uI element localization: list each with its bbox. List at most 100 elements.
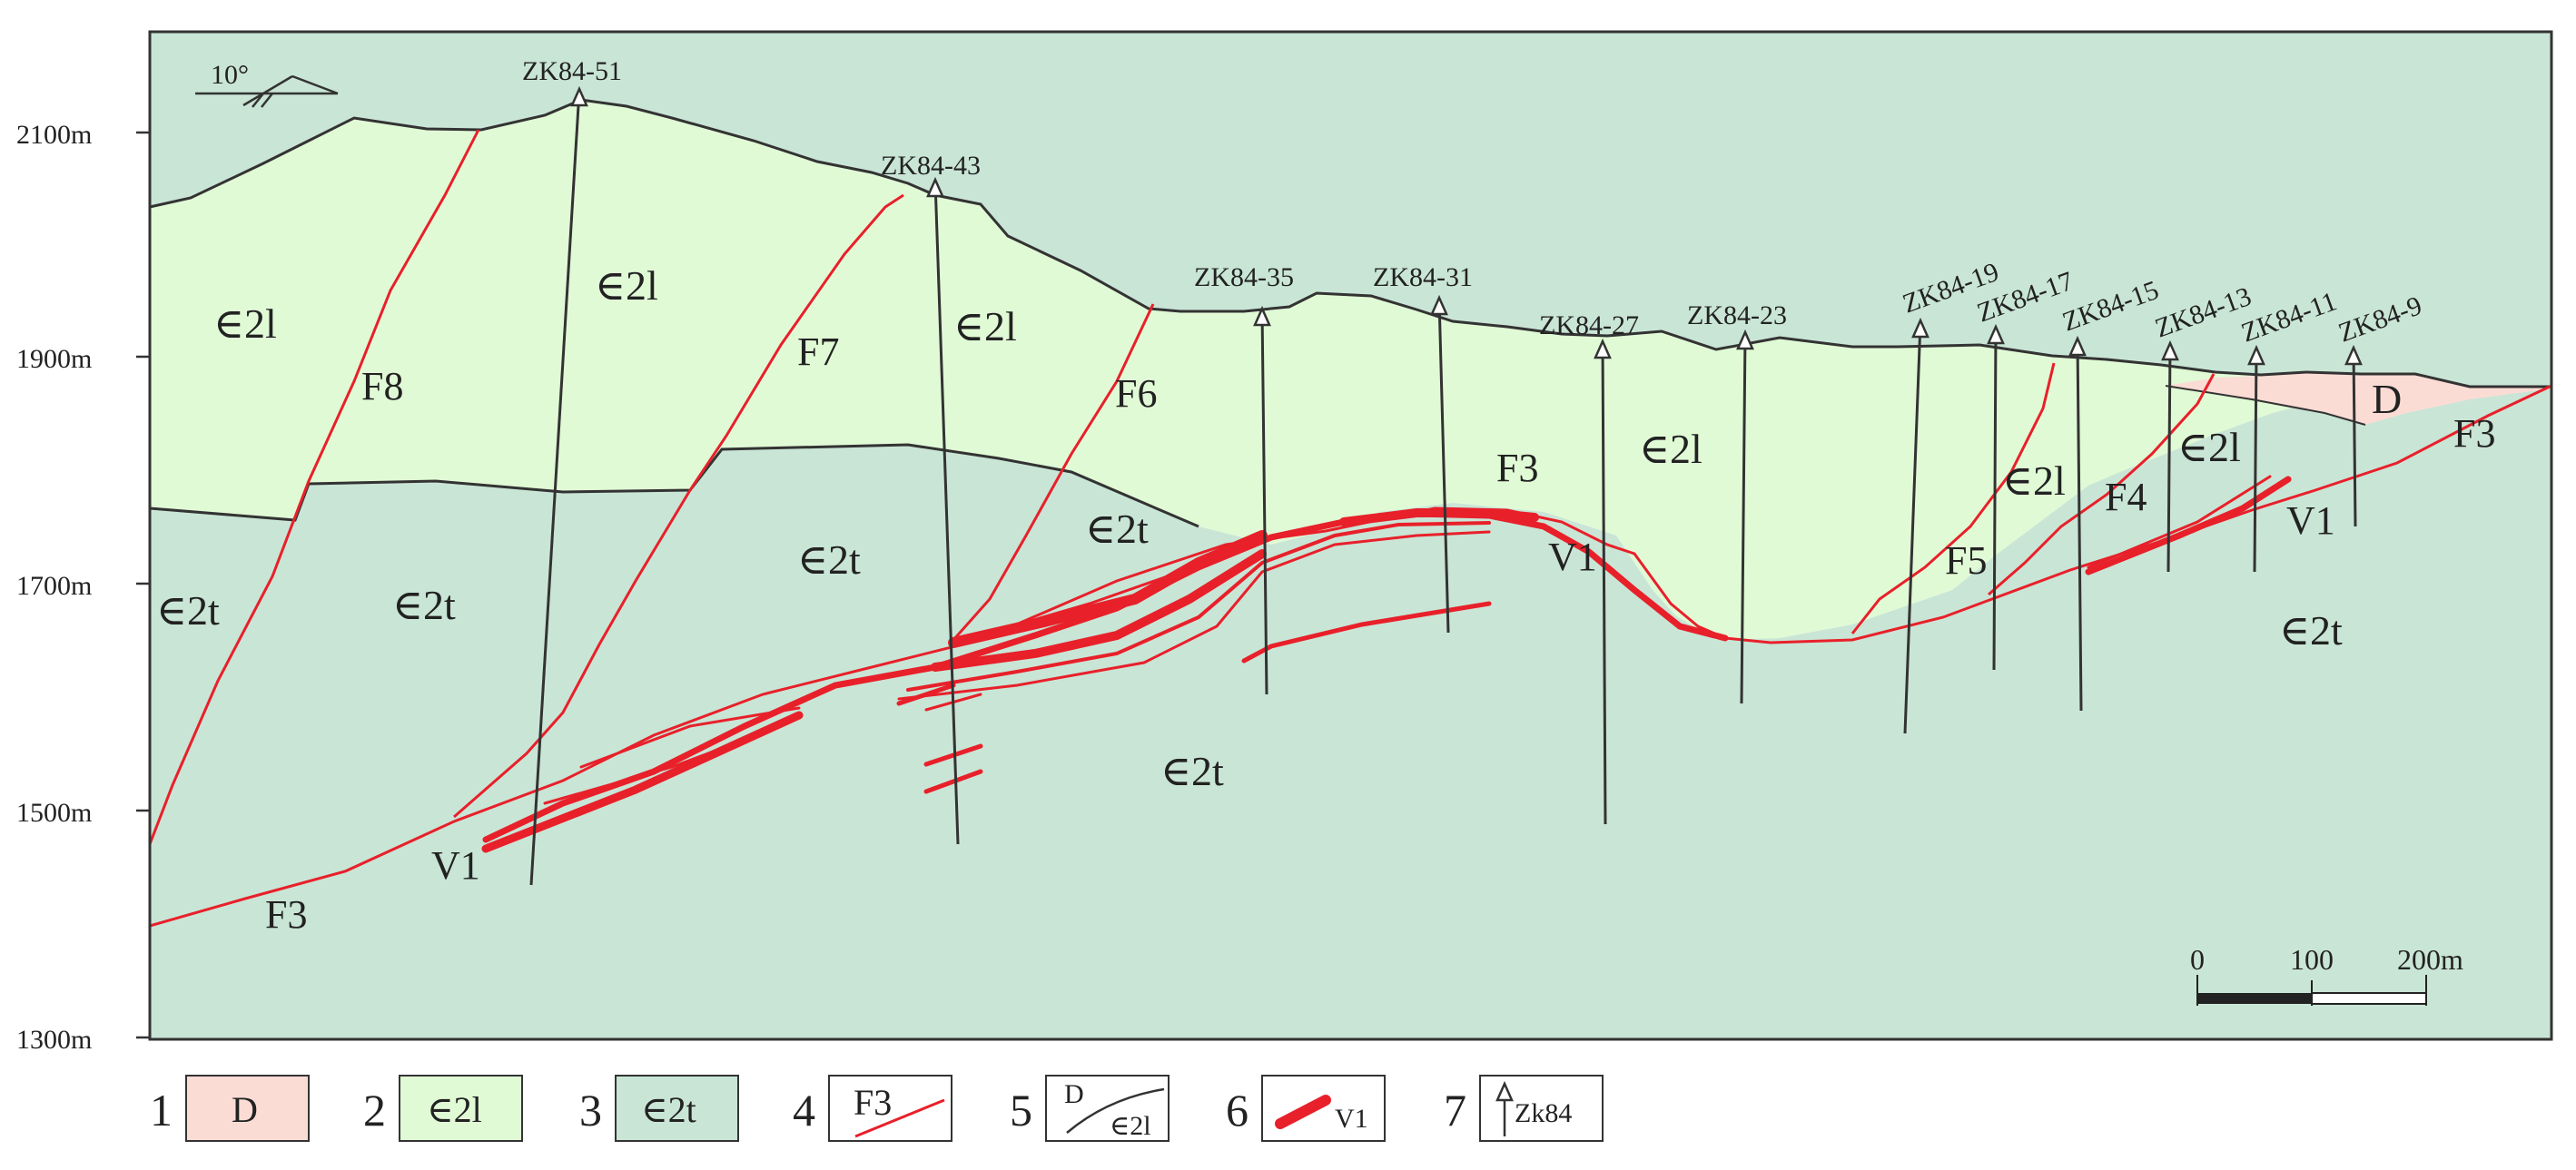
drillhole-arrow-icon: [570, 85, 588, 107]
fault-label-f3: F3: [265, 892, 307, 937]
drillhole-arrow-icon: [1987, 323, 2005, 345]
legend-number: 7: [1444, 1085, 1466, 1136]
drillhole-zk84-31-trace: [1437, 299, 1450, 634]
scale-bar-solid: [2197, 993, 2312, 1004]
fault-f4: [1988, 373, 2216, 596]
legend-swatch-c2t: [615, 1075, 739, 1142]
legend-label: D: [232, 1089, 258, 1130]
legend: 1 D 2 ∈2l 3 ∈2t 4 F3 5 D ∈2l 6 V1 7 Zk84: [150, 1075, 1604, 1142]
orebody-lens-h: [979, 541, 1264, 637]
elevation-label: 1500m: [16, 798, 92, 828]
fault-label-f4: F4: [2105, 475, 2147, 519]
legend-number: 4: [793, 1085, 815, 1136]
legend-box-contact: [1045, 1075, 1170, 1142]
fault-label-f6: F6: [1115, 371, 1157, 416]
orebody-lens-e: [931, 549, 1267, 672]
legend-contact-line: [1066, 1087, 1165, 1134]
scale-label-100: 100: [2290, 943, 2334, 976]
contact-d-c2l: [2165, 385, 2366, 426]
drillhole-zk84-15-trace: [2076, 339, 2083, 712]
drillhole-arrow-icon: [2344, 344, 2363, 366]
legend-number: 3: [579, 1085, 602, 1136]
drillhole-arrow-icon: [2161, 339, 2179, 361]
drillhole-arrow-icon: [1911, 317, 1930, 339]
orebody-small-3: [923, 743, 983, 767]
legend-box-orebody: [1261, 1075, 1386, 1142]
orebody-lens-b: [579, 706, 801, 769]
scale-bar: 0 100 200m: [2190, 943, 2463, 1006]
dip-symbol: [195, 74, 339, 108]
scale-bar-open: [2311, 992, 2427, 1005]
drillhole-arrow-icon: [1430, 294, 1448, 316]
drillhole-zk84-27-trace: [1601, 342, 1607, 825]
orebody-lens-g: [897, 530, 1491, 701]
ground-surface: [149, 98, 2551, 388]
drillhole-arrow-icon: [2247, 344, 2265, 366]
elevation-label: 1300m: [16, 1025, 92, 1055]
orebody-lens-f: [906, 521, 1491, 692]
elevation-label: 2100m: [16, 120, 92, 150]
unit-label-c2l: ∈2l: [213, 300, 277, 347]
drillhole-label: ZK84-31: [1373, 262, 1473, 292]
drillhole-zk84-51-trace: [529, 90, 581, 886]
legend-number: 5: [1010, 1085, 1032, 1136]
drillhole-zk84-11-trace: [2253, 349, 2258, 573]
orebody-v1: [481, 475, 2292, 853]
fault-label-f7: F7: [797, 329, 839, 374]
drillhole-arrow-icon: [2068, 335, 2087, 357]
orebody-lens-i: [1339, 508, 1539, 526]
orebody-small-4: [923, 769, 983, 794]
dip-angle-line: [242, 74, 293, 107]
fault-f7: [453, 193, 904, 819]
dip-hatch: [252, 93, 264, 108]
orebody-label: V1: [1548, 535, 1597, 579]
legend-label: ∈2l: [1110, 1111, 1151, 1141]
orebody-label: V1: [2286, 498, 2335, 543]
drillholes: [529, 90, 2357, 886]
unit-label-c2l: ∈2l: [595, 262, 658, 309]
legend-box-fault: [828, 1075, 952, 1142]
legend-number: 6: [1226, 1085, 1249, 1136]
fault-f8: [148, 129, 480, 845]
orebody-small-1: [896, 683, 956, 706]
drillhole-arrow-icon: [926, 176, 944, 198]
unit-label-c2l: ∈2l: [2177, 424, 2241, 470]
dip-arrow: [291, 74, 339, 95]
orebody-lens-c: [543, 724, 783, 805]
legend-number: 2: [363, 1085, 386, 1136]
drillhole-arrows: [570, 85, 2363, 366]
legend-label: Zk84: [1515, 1098, 1572, 1128]
drillhole-label: ZK84-35: [1194, 262, 1294, 292]
orebody-lens-d: [948, 530, 1268, 648]
fault-f6: [952, 303, 1155, 641]
orebody-label: V1: [431, 843, 480, 888]
fault-label-f3: F3: [2453, 411, 2495, 456]
unit-label-c2l: ∈2l: [953, 303, 1017, 349]
drillhole-zk84-23-trace: [1740, 333, 1747, 704]
unit-label-c2t: ∈2t: [2279, 607, 2343, 654]
elevation-axis: [136, 131, 150, 1039]
orebody-right-lens-b: [2087, 475, 2272, 569]
drillhole-zk84-9-trace: [2352, 349, 2357, 527]
dip-angle-label: 10°: [211, 60, 249, 90]
drillhole-arrow-icon: [1253, 305, 1271, 327]
orebody-lower-lens: [1241, 601, 1492, 664]
section-frame: [148, 30, 2553, 1041]
legend-swatch-c2l: [399, 1075, 523, 1142]
unit-label-c2l: ∈2l: [2002, 457, 2066, 504]
unit-c2l-area: [150, 100, 2415, 640]
unit-label-c2t: ∈2t: [1085, 506, 1149, 552]
fault-label-f3: F3: [1496, 446, 1538, 490]
scale-label-200: 200m: [2397, 943, 2463, 976]
legend-orebody-mark: [1275, 1095, 1331, 1129]
drillhole-arrow-icon: [1736, 329, 1754, 350]
legend-box-drillhole: [1479, 1075, 1604, 1142]
drillhole-label: ZK84-51: [522, 56, 622, 86]
legend-fault-line: [854, 1098, 945, 1138]
fault-label-f8: F8: [361, 364, 403, 408]
orebody-right-lens: [2085, 476, 2292, 575]
unit-label-c2t: ∈2t: [392, 582, 456, 628]
elevation-label: 1700m: [16, 571, 92, 601]
elevation-label: 1900m: [16, 344, 92, 374]
dip-hatch: [261, 93, 273, 108]
